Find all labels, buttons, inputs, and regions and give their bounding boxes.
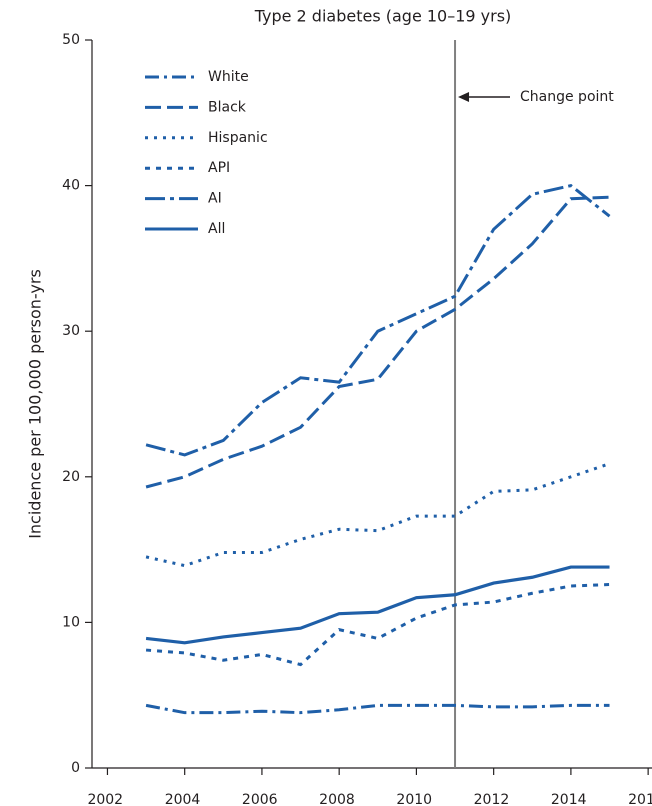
- series-line: [145, 195, 610, 489]
- arrow-head: [458, 92, 470, 102]
- x-tick-label: 2006: [242, 792, 278, 806]
- x-tick-label: 2002: [87, 792, 123, 806]
- legend-label: Black: [208, 99, 247, 115]
- legend-label: All: [208, 221, 225, 237]
- legend-label: Hispanic: [208, 130, 268, 146]
- x-tick-label: 201: [628, 792, 652, 806]
- y-tick-label: 40: [62, 178, 80, 194]
- series-line: [145, 183, 611, 457]
- legend-label: API: [208, 160, 230, 176]
- series-line: [145, 583, 610, 667]
- series-line: [145, 703, 610, 715]
- chart-title: Type 2 diabetes (age 10–19 yrs): [254, 7, 512, 26]
- series-line: [145, 565, 610, 645]
- y-tick-label: 10: [62, 614, 80, 630]
- legend-label: White: [208, 69, 249, 85]
- series-line: [145, 462, 610, 568]
- y-tick-label: 50: [62, 32, 80, 48]
- y-axis-label: Incidence per 100,000 person-yrs: [26, 269, 45, 539]
- legend-label: AI: [208, 191, 222, 207]
- x-tick-label: 2004: [165, 792, 201, 806]
- x-tick-label: 2014: [551, 792, 587, 806]
- x-tick-label: 2010: [396, 792, 432, 806]
- y-tick-label: 20: [62, 469, 80, 485]
- y-tick-label: 30: [62, 323, 80, 339]
- change-point-label: Change point: [520, 89, 614, 105]
- y-tick-label: 0: [71, 760, 80, 776]
- x-tick-label: 2012: [474, 792, 510, 806]
- x-tick-label: 2008: [319, 792, 355, 806]
